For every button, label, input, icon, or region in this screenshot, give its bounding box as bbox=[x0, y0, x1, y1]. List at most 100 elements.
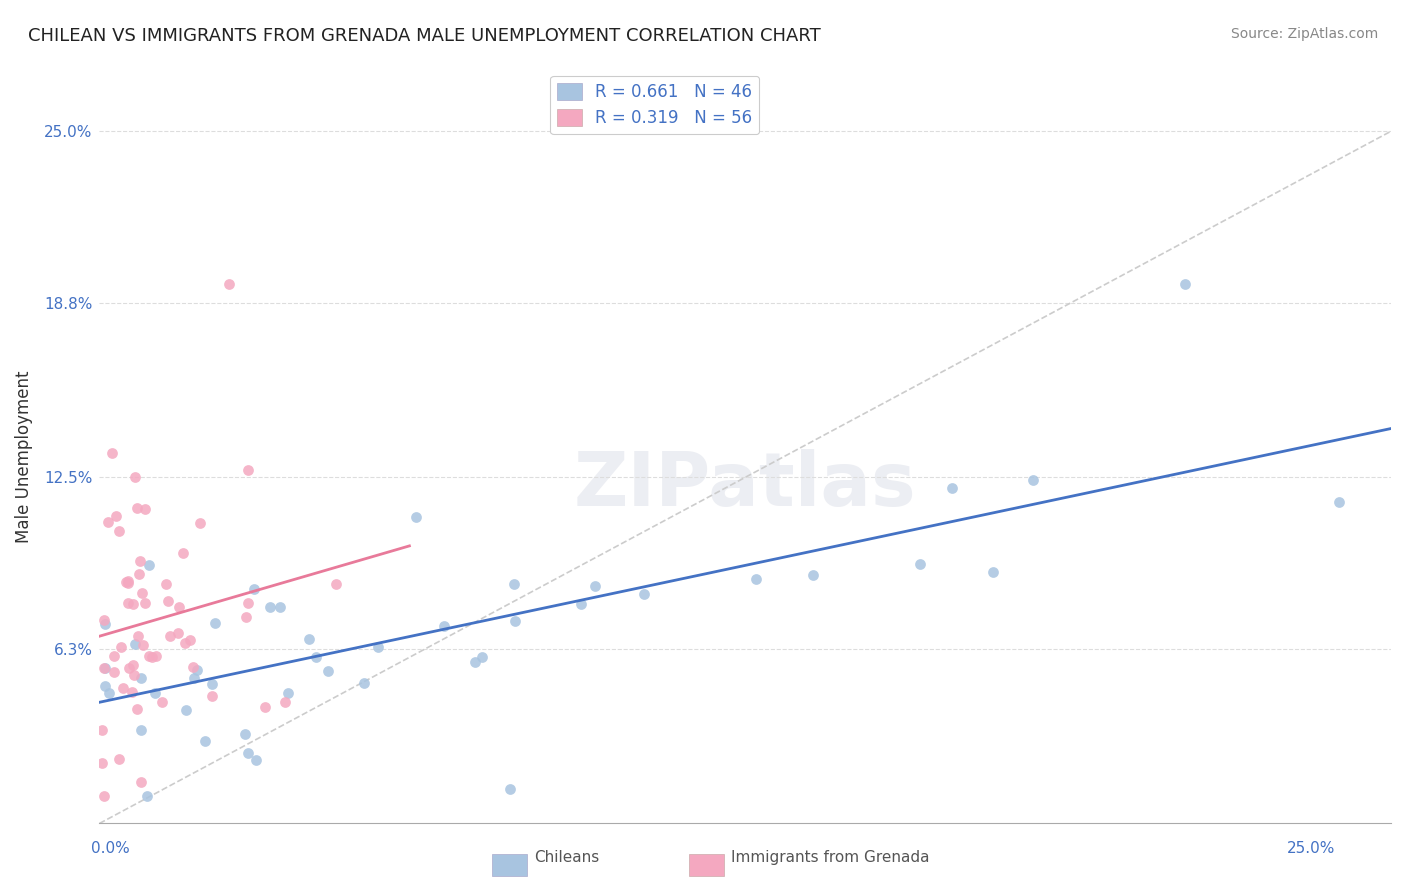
Point bbox=[1329, 495, 1351, 509]
Point bbox=[233, 727, 256, 741]
Point bbox=[143, 686, 166, 700]
Point bbox=[172, 546, 194, 560]
Point bbox=[103, 665, 125, 680]
Point bbox=[110, 640, 132, 655]
Point bbox=[131, 585, 153, 599]
Point bbox=[93, 616, 115, 631]
Point bbox=[138, 558, 160, 572]
Point bbox=[305, 649, 328, 664]
Point bbox=[131, 723, 153, 737]
Point bbox=[121, 597, 143, 611]
Point bbox=[136, 789, 159, 803]
Point bbox=[569, 597, 592, 611]
Point bbox=[236, 747, 259, 761]
Point bbox=[201, 677, 224, 691]
Point bbox=[129, 671, 152, 685]
Point bbox=[108, 524, 131, 539]
Point bbox=[167, 626, 190, 640]
Point bbox=[167, 599, 190, 614]
Point bbox=[122, 657, 145, 672]
Point bbox=[128, 553, 150, 567]
Point bbox=[633, 587, 655, 601]
Point bbox=[277, 686, 299, 700]
Point bbox=[259, 600, 281, 615]
Point bbox=[316, 664, 339, 678]
Point bbox=[238, 463, 260, 477]
Point bbox=[118, 661, 141, 675]
Point bbox=[367, 640, 389, 654]
Point bbox=[150, 695, 173, 709]
Point bbox=[93, 679, 115, 693]
Text: ZIPatlas: ZIPatlas bbox=[574, 450, 917, 523]
Point bbox=[138, 649, 160, 664]
Point bbox=[125, 501, 148, 516]
Point bbox=[141, 650, 163, 665]
Point bbox=[124, 637, 146, 651]
Point bbox=[134, 596, 156, 610]
Point bbox=[204, 615, 226, 630]
Point bbox=[155, 576, 177, 591]
Legend: R = 0.661   N = 46, R = 0.319   N = 56: R = 0.661 N = 46, R = 0.319 N = 56 bbox=[550, 76, 759, 134]
Point bbox=[117, 576, 139, 591]
Point bbox=[122, 668, 145, 682]
Point bbox=[201, 689, 224, 703]
Point bbox=[97, 515, 120, 529]
Point bbox=[128, 567, 150, 582]
Point bbox=[181, 660, 204, 674]
Point bbox=[269, 599, 291, 614]
Text: 25.0%: 25.0% bbox=[1288, 841, 1336, 856]
Point bbox=[93, 613, 115, 627]
Point bbox=[941, 481, 963, 495]
Point bbox=[121, 685, 143, 699]
Point bbox=[186, 663, 208, 677]
Point bbox=[124, 470, 146, 484]
Point bbox=[174, 636, 197, 650]
Point bbox=[93, 661, 115, 675]
Point bbox=[91, 723, 114, 738]
Point bbox=[353, 675, 375, 690]
Point bbox=[274, 695, 297, 709]
Point bbox=[174, 703, 197, 717]
Point bbox=[94, 661, 117, 675]
Point bbox=[243, 582, 266, 597]
Point bbox=[503, 614, 526, 628]
Point bbox=[134, 501, 156, 516]
Point bbox=[179, 633, 201, 648]
Point bbox=[117, 574, 139, 589]
Point bbox=[1022, 474, 1045, 488]
Point bbox=[93, 789, 115, 803]
Point bbox=[194, 734, 217, 748]
Point bbox=[236, 596, 259, 610]
Point bbox=[104, 508, 127, 523]
Point bbox=[1174, 277, 1197, 291]
Point bbox=[433, 619, 456, 633]
Point bbox=[145, 649, 167, 664]
Point bbox=[91, 756, 114, 770]
Point bbox=[103, 649, 125, 664]
Point bbox=[159, 629, 181, 643]
Point bbox=[183, 671, 205, 685]
Point bbox=[499, 782, 522, 797]
Point bbox=[908, 557, 931, 571]
Y-axis label: Male Unemployment: Male Unemployment bbox=[15, 370, 32, 543]
Text: 0.0%: 0.0% bbox=[91, 841, 131, 856]
Point bbox=[745, 572, 768, 586]
Text: CHILEAN VS IMMIGRANTS FROM GRENADA MALE UNEMPLOYMENT CORRELATION CHART: CHILEAN VS IMMIGRANTS FROM GRENADA MALE … bbox=[28, 27, 821, 45]
Point bbox=[405, 510, 427, 524]
Point bbox=[245, 753, 267, 767]
Point bbox=[981, 565, 1004, 579]
Point bbox=[117, 596, 139, 610]
Point bbox=[464, 655, 486, 669]
Point bbox=[218, 277, 240, 291]
Point bbox=[471, 649, 494, 664]
Point bbox=[235, 609, 257, 624]
Text: Source: ZipAtlas.com: Source: ZipAtlas.com bbox=[1230, 27, 1378, 41]
Point bbox=[254, 700, 277, 714]
Point bbox=[583, 579, 606, 593]
Point bbox=[108, 751, 131, 765]
Text: Immigrants from Grenada: Immigrants from Grenada bbox=[731, 850, 929, 865]
Text: Chileans: Chileans bbox=[534, 850, 599, 865]
Point bbox=[156, 594, 179, 608]
Point bbox=[100, 446, 122, 460]
Point bbox=[298, 632, 321, 646]
